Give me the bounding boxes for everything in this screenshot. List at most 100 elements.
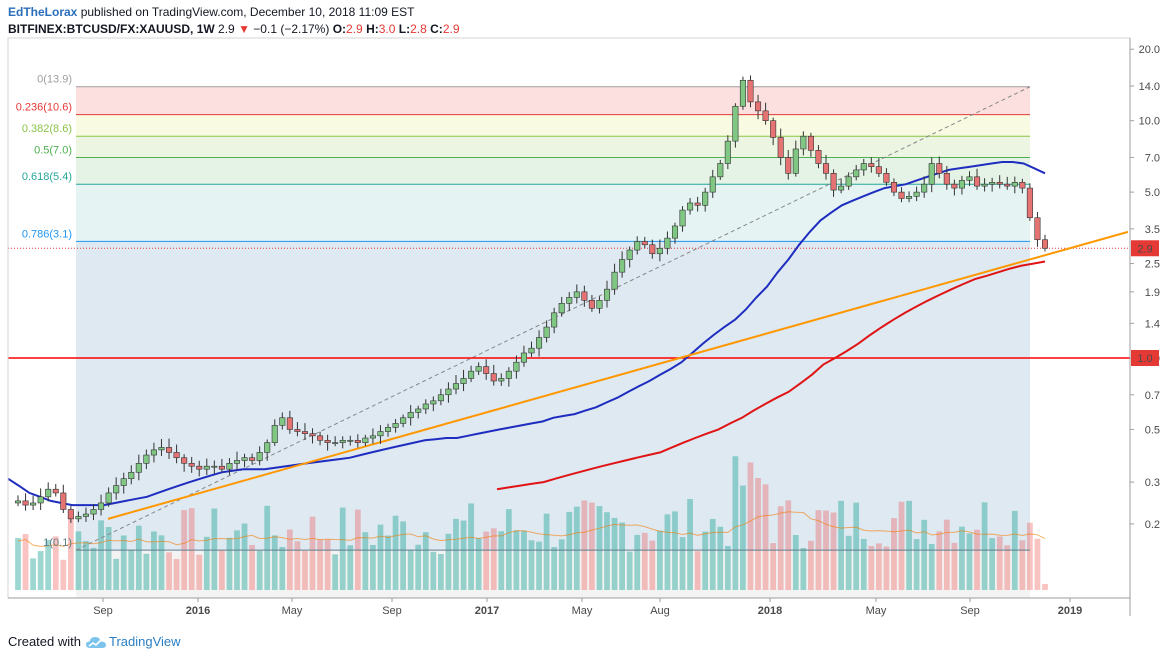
volume-bar	[657, 530, 663, 590]
volume-bar	[581, 500, 588, 590]
volume-bar	[951, 542, 958, 590]
volume-bar	[505, 509, 512, 590]
candle-body	[218, 465, 225, 470]
candle-body	[641, 241, 648, 246]
volume-bar	[913, 539, 920, 590]
candle-body	[702, 191, 709, 206]
volume-bar	[15, 538, 21, 590]
candle-body	[739, 79, 746, 107]
publish-info: EdTheLorax published on TradingView.com,…	[8, 5, 414, 19]
candle-body	[211, 465, 218, 468]
candle-body	[98, 502, 105, 510]
volume-bar	[279, 546, 286, 590]
candle-body	[173, 452, 180, 459]
tradingview-brand[interactable]: TradingView	[85, 634, 181, 649]
volume-bar	[211, 508, 218, 590]
candle-body	[309, 433, 316, 437]
volume-bar	[536, 541, 542, 590]
fib-label-1: 0.236(10.6)	[16, 102, 72, 114]
candle-body	[90, 509, 97, 515]
x-tick-label: 2016	[186, 605, 210, 617]
volume-bar	[845, 535, 852, 590]
volume-bar	[1004, 545, 1011, 590]
candle-body	[60, 492, 67, 510]
candle-body	[166, 447, 173, 453]
volume-bar	[1027, 522, 1033, 590]
price-label-box	[1131, 240, 1159, 257]
volume-layer	[15, 456, 1048, 590]
volume-bar	[234, 530, 240, 590]
volume-bar	[52, 536, 59, 590]
volume-bar	[747, 462, 754, 590]
fib-label-4: 0.618(5.4)	[22, 171, 72, 183]
candle-body	[301, 431, 308, 434]
candle-body	[921, 183, 928, 193]
candle-body	[717, 163, 724, 178]
author-link[interactable]: EdTheLorax	[8, 5, 78, 19]
candle-body	[883, 173, 890, 183]
fib-label-6: 1(0.1)	[43, 537, 72, 549]
volume-bar	[860, 538, 867, 590]
volume-bar	[219, 550, 225, 590]
candle-body	[732, 105, 739, 142]
fib-label-5: 0.786(3.1)	[22, 228, 72, 240]
volume-bar	[513, 530, 520, 590]
candle-body	[989, 181, 996, 185]
volume-bar	[196, 554, 203, 590]
volume-bar	[573, 506, 580, 590]
candle-body	[437, 394, 444, 402]
volume-bar	[717, 526, 724, 590]
candle-body	[830, 173, 837, 191]
candle-body	[913, 191, 920, 197]
volume-bar	[974, 529, 980, 590]
volume-bar	[347, 545, 354, 590]
candle-body	[188, 462, 195, 467]
volume-bar	[400, 521, 406, 590]
candle-body	[807, 135, 814, 151]
candle-body	[634, 241, 641, 251]
candle-body	[520, 352, 527, 363]
candle-body	[860, 163, 867, 171]
volume-bar	[1034, 538, 1041, 590]
candle-body	[558, 303, 565, 314]
candle-body	[649, 244, 656, 255]
volume-bar	[921, 519, 928, 590]
volume-bar	[60, 559, 67, 590]
volume-bar	[490, 528, 497, 590]
candle-body	[407, 412, 414, 419]
volume-bar	[868, 545, 875, 590]
volume-bar	[543, 513, 550, 590]
volume-bar	[37, 551, 44, 590]
symbol-label: BITFINEX:BTCUSD/FX:XAUUSD	[8, 22, 190, 36]
volume-bar	[589, 502, 595, 590]
volume-bar	[332, 554, 339, 590]
volume-bar	[83, 541, 89, 590]
volume-bar	[596, 506, 603, 590]
volume-bar	[853, 502, 860, 590]
low-value: 2.8	[410, 22, 427, 36]
candle-body	[279, 417, 286, 426]
volume-bar	[777, 506, 784, 590]
candle-body	[385, 427, 392, 432]
y-tick-label: 20.0	[1139, 44, 1160, 56]
fib-label-3: 0.5(7.0)	[34, 144, 72, 156]
volume-bar	[551, 547, 558, 590]
fib-zone-2	[76, 136, 1030, 158]
candle-body	[528, 347, 535, 354]
volume-bar	[936, 531, 943, 590]
candle-body	[777, 137, 784, 158]
candle-body	[656, 247, 663, 255]
volume-bar	[264, 505, 271, 590]
candle-body	[75, 516, 82, 520]
candle-body	[445, 388, 452, 396]
volume-bar	[226, 537, 233, 590]
candle-body	[400, 417, 407, 424]
volume-bar	[22, 534, 29, 590]
fib-zone-lower	[76, 241, 1030, 599]
y-tick-label: 3.5	[1145, 224, 1160, 236]
high-value: 3.0	[378, 22, 396, 36]
volume-bar	[875, 543, 882, 590]
volume-bar	[740, 485, 746, 590]
fib-label-2: 0.382(8.6)	[22, 123, 72, 135]
